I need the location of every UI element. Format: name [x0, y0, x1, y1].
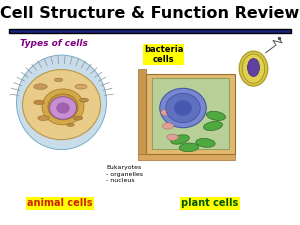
Ellipse shape [166, 93, 200, 123]
FancyBboxPatch shape [152, 78, 229, 149]
Text: bacteria
cells: bacteria cells [144, 45, 183, 64]
Ellipse shape [48, 94, 78, 120]
FancyBboxPatch shape [138, 69, 146, 154]
Ellipse shape [174, 100, 192, 116]
Ellipse shape [80, 98, 88, 102]
Ellipse shape [34, 84, 47, 89]
FancyBboxPatch shape [146, 74, 236, 154]
Text: plant cells: plant cells [182, 198, 238, 208]
Text: Cell Structure & Function Review: Cell Structure & Function Review [0, 6, 300, 21]
Ellipse shape [179, 143, 199, 152]
Ellipse shape [160, 88, 206, 128]
FancyBboxPatch shape [9, 29, 291, 33]
Ellipse shape [248, 58, 260, 76]
Ellipse shape [242, 54, 265, 83]
Ellipse shape [73, 116, 83, 120]
Ellipse shape [34, 100, 44, 105]
Ellipse shape [16, 55, 106, 150]
Text: Prokaryote
- no organelles
- no nucleus: Prokaryote - no organelles - no nucleus [167, 92, 213, 110]
Ellipse shape [50, 97, 76, 119]
Ellipse shape [54, 78, 63, 82]
Ellipse shape [42, 89, 84, 125]
Ellipse shape [67, 123, 74, 126]
Ellipse shape [162, 123, 174, 129]
Text: Eukaryotes
- organelles
- nucleus: Eukaryotes - organelles - nucleus [106, 165, 143, 183]
Ellipse shape [239, 51, 268, 86]
Ellipse shape [171, 135, 189, 144]
FancyBboxPatch shape [138, 154, 236, 160]
Text: Types of cells: Types of cells [20, 39, 87, 48]
Ellipse shape [167, 134, 178, 140]
Ellipse shape [56, 102, 70, 114]
Text: animal cells: animal cells [27, 198, 93, 208]
Ellipse shape [75, 84, 87, 89]
Ellipse shape [206, 111, 226, 120]
Ellipse shape [161, 109, 172, 116]
Ellipse shape [38, 116, 49, 121]
Ellipse shape [203, 122, 223, 130]
Ellipse shape [196, 138, 215, 147]
Ellipse shape [22, 70, 100, 140]
